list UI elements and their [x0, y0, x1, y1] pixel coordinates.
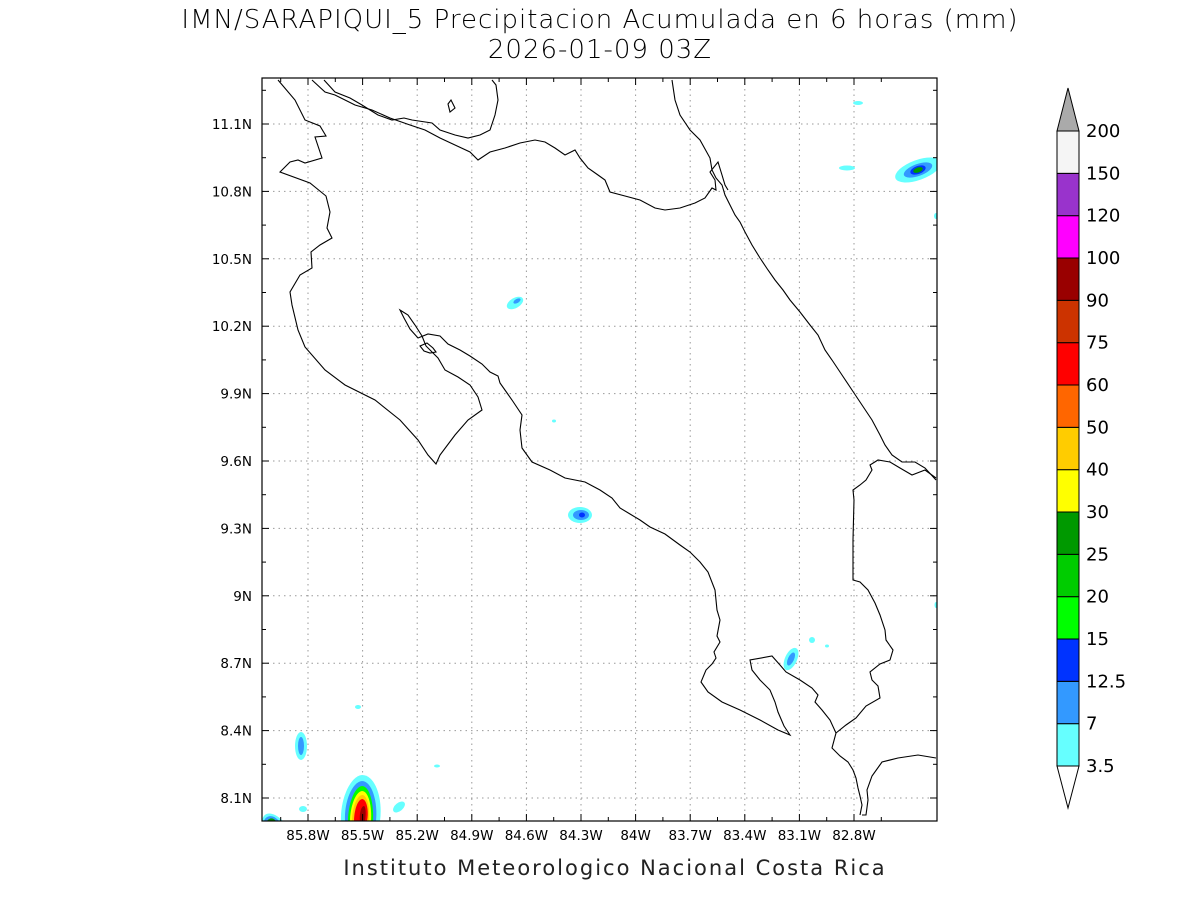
- rain-cell-heavy: [340, 775, 381, 821]
- colorbar-swatch: [1056, 342, 1080, 386]
- lat-tick-label: 10.8N: [212, 184, 252, 200]
- map-subtitle: 2026-01-09 03Z: [487, 35, 713, 65]
- colorbar-level-label: 90: [1086, 290, 1109, 311]
- colorbar-swatch: [1056, 723, 1080, 767]
- rain-cell-small: [934, 213, 937, 219]
- rain-cell-small: [393, 801, 405, 813]
- lon-tick-label: 83.7W: [668, 828, 711, 844]
- lat-tick-label: 8.4N: [220, 724, 252, 740]
- colorbar-over-triangle: [1056, 87, 1080, 132]
- rain-cell-small: [299, 806, 307, 812]
- coastlines: [277, 79, 937, 816]
- colorbar-swatch: [1056, 172, 1080, 217]
- lat-tick-label: 10.2N: [212, 319, 252, 335]
- rain-cell-small: [825, 644, 829, 648]
- rain-cell-small: [934, 602, 937, 608]
- colorbar-level-label: 15: [1086, 629, 1109, 650]
- colorbar-level-label: 200: [1086, 121, 1120, 142]
- precipitation-contours: [262, 101, 937, 821]
- lon-tick-label: 84.6W: [505, 828, 548, 844]
- lat-tick-label: 9.3N: [220, 521, 252, 537]
- colorbar-swatch: [1056, 257, 1080, 301]
- colorbar-level-label: 7: [1086, 714, 1097, 735]
- colorbar-level-label: 3.5: [1086, 756, 1115, 777]
- lat-tick-label: 9.6N: [220, 454, 252, 470]
- lat-tick-label: 9N: [233, 589, 252, 605]
- colorbar-swatch: [1056, 596, 1080, 640]
- colorbar-level-label: 25: [1086, 544, 1109, 565]
- lat-tick-label: 10.5N: [212, 252, 252, 268]
- lat-tick-label: 9.9N: [220, 387, 252, 403]
- lon-tick-label: 85.5W: [341, 828, 384, 844]
- colorbar-swatch: [1056, 680, 1080, 725]
- colorbar-swatch: [1056, 511, 1080, 555]
- colorbar: 3.5 7 12.5 15 20 25 30 40 50 60 75 90 100 120 150 200: [1056, 87, 1126, 810]
- colorbar-level-label: 50: [1086, 417, 1109, 438]
- colorbar-under-triangle: [1056, 765, 1080, 810]
- rain-cell-small: [552, 419, 556, 423]
- rain-cell-central: [568, 507, 592, 523]
- lon-tick-label: 83.1W: [778, 828, 821, 844]
- colorbar-swatch: [1056, 130, 1080, 174]
- rain-cell-small: [809, 637, 815, 643]
- rain-cell-small: [355, 705, 361, 709]
- colorbar-level-label: 75: [1086, 333, 1109, 354]
- colorbar-level-label: 150: [1086, 163, 1120, 184]
- colorbar-swatch: [1056, 215, 1080, 259]
- colorbar-swatch: [1056, 384, 1080, 428]
- rain-cell-corner: [262, 813, 283, 821]
- rain-cell-southeast: [783, 647, 799, 671]
- colorbar-swatch: [1056, 299, 1080, 344]
- lat-tick-label: 8.1N: [220, 791, 252, 807]
- map-frame: [261, 77, 938, 822]
- map-axes: 85.8W 85.5W 85.2W 84.9W 84.6W 84.3W 84W 83.7W 83…: [212, 78, 937, 844]
- lon-tick-label: 83.4W: [723, 828, 766, 844]
- colorbar-level-label: 100: [1086, 248, 1120, 269]
- rain-cell-southwest: [295, 732, 307, 760]
- lon-tick-label: 85.2W: [395, 828, 438, 844]
- colorbar-swatch: [1056, 638, 1080, 682]
- colorbar-level-label: 60: [1086, 375, 1109, 396]
- colorbar-level-label: 20: [1086, 587, 1109, 608]
- rain-cell-northeast: [895, 157, 937, 183]
- colorbar-level-label: 12.5: [1086, 671, 1126, 692]
- rain-cell-small: [853, 101, 863, 105]
- map-title: IMN/SARAPIQUI_5 Precipitacion Acumulada …: [181, 5, 1019, 35]
- rain-cell-small: [839, 165, 855, 171]
- lon-tick-label: 84W: [620, 828, 651, 844]
- rain-cell-north: [506, 296, 524, 310]
- colorbar-swatch: [1056, 426, 1080, 471]
- colorbar-level-label: 40: [1086, 460, 1109, 481]
- colorbar-swatch: [1056, 469, 1080, 513]
- lon-tick-label: 82.8W: [832, 828, 875, 844]
- colorbar-level-label: 120: [1086, 206, 1120, 227]
- lon-tick-label: 84.9W: [450, 828, 493, 844]
- map-gridlines: [262, 78, 937, 821]
- colorbar-level-label: 30: [1086, 502, 1109, 523]
- lon-tick-label: 84.3W: [559, 828, 602, 844]
- lon-tick-label: 85.8W: [286, 828, 329, 844]
- rain-cell-small: [434, 764, 440, 768]
- lat-tick-label: 8.7N: [220, 656, 252, 672]
- lat-tick-label: 11.1N: [212, 117, 252, 133]
- colorbar-swatch: [1056, 553, 1080, 598]
- footer-credit: Instituto Meteorologico Nacional Costa R…: [343, 856, 887, 880]
